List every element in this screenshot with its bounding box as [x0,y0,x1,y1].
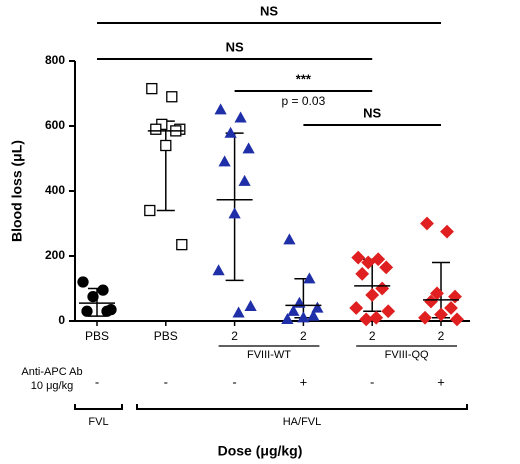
point [361,255,376,270]
point [303,272,316,284]
point [369,310,384,325]
point [418,310,432,325]
point [77,276,89,288]
point [224,126,237,138]
point [450,312,464,327]
x-tick-label: 2 [231,329,238,343]
point [242,142,255,154]
x-tick-label: PBS [85,329,109,343]
model-bracket [136,404,468,410]
point [146,82,158,95]
point [349,301,364,315]
treatment-value: - [164,374,168,389]
point [371,252,386,267]
x-tick-label: PBS [154,329,178,343]
significance-label: NS [226,39,244,54]
point [176,238,188,251]
point [434,307,448,322]
treatment-value: + [300,374,308,389]
y-tick-label: 0 [58,313,65,327]
point [212,264,225,276]
model-label: FVL [88,416,108,428]
point [287,304,300,316]
treatment-label: 10 μg/kg [31,380,73,392]
point [87,290,99,303]
treatment-value: - [370,374,374,389]
y-axis-title: Blood loss (μL) [9,140,25,242]
treatment-label: Anti-APC Ab [21,366,82,378]
point [444,301,458,315]
point [283,233,296,245]
treatment-value: - [95,374,99,389]
point [311,301,324,313]
point [97,284,109,296]
y-tick-label: 800 [45,53,65,67]
point [238,174,251,186]
point [359,312,374,327]
significance-label: *** [296,71,312,86]
point [218,155,231,167]
point [440,224,454,239]
model-bracket [74,404,123,410]
significance-label: NS [363,105,381,120]
construct-label: FVIII-WT [247,349,291,361]
construct-label: FVIII-QQ [385,349,429,361]
point [144,204,156,217]
x-tick-label: 2 [300,329,307,343]
point [160,139,172,152]
point [351,250,366,265]
point [379,260,394,275]
x-tick-label: 2 [369,329,376,343]
point [448,289,462,304]
point [166,91,178,103]
point [355,266,370,281]
y-tick-label: 200 [45,248,65,262]
point [420,216,434,231]
point [297,311,310,323]
point [244,300,257,312]
point [81,305,93,317]
point [375,281,390,296]
point [365,288,380,302]
y-tick-label: 600 [45,118,65,132]
point [234,111,247,123]
point [228,207,241,219]
x-axis-title: Dose (μg/kg) [218,443,303,459]
point [150,123,162,135]
model-label: HA/FVL [283,416,322,428]
significance-label: NS [260,3,278,18]
significance-note: p = 0.03 [282,94,326,108]
point [307,309,320,321]
point [381,304,396,319]
point [232,306,245,318]
x-tick-label: 2 [438,329,445,343]
treatment-value: - [232,374,236,389]
point [101,305,113,317]
y-tick-label: 400 [45,183,65,197]
point [214,103,227,115]
treatment-value: + [437,374,445,389]
point [281,313,294,325]
